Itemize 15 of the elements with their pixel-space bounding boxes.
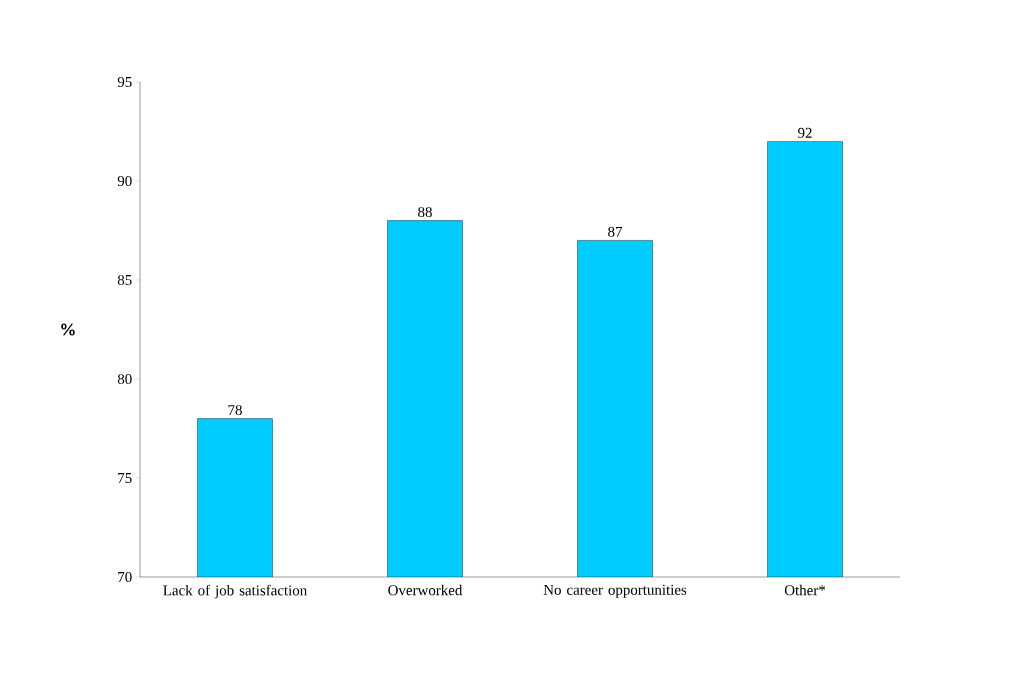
y-tick-label: 80 (117, 373, 132, 385)
y-tick-label: 90 (117, 175, 132, 187)
x-tick-label: Other* (784, 584, 826, 596)
data-label: 87 (608, 226, 623, 237)
data-label: 88 (418, 206, 432, 218)
data-label: 78 (228, 404, 242, 416)
y-tick-label: 85 (117, 274, 132, 286)
x-tick-label: No career opportunities (543, 584, 687, 598)
x-tick-label: Overworked (388, 584, 463, 596)
y-tick-label: 95 (117, 76, 132, 88)
y-tick-label: 75 (118, 473, 132, 483)
data-label: 92 (798, 127, 812, 138)
y-axis-title: % (61, 323, 75, 336)
y-tick-label: 70 (118, 571, 132, 583)
x-tick-label: Lack of job satisfaction (163, 584, 307, 599)
